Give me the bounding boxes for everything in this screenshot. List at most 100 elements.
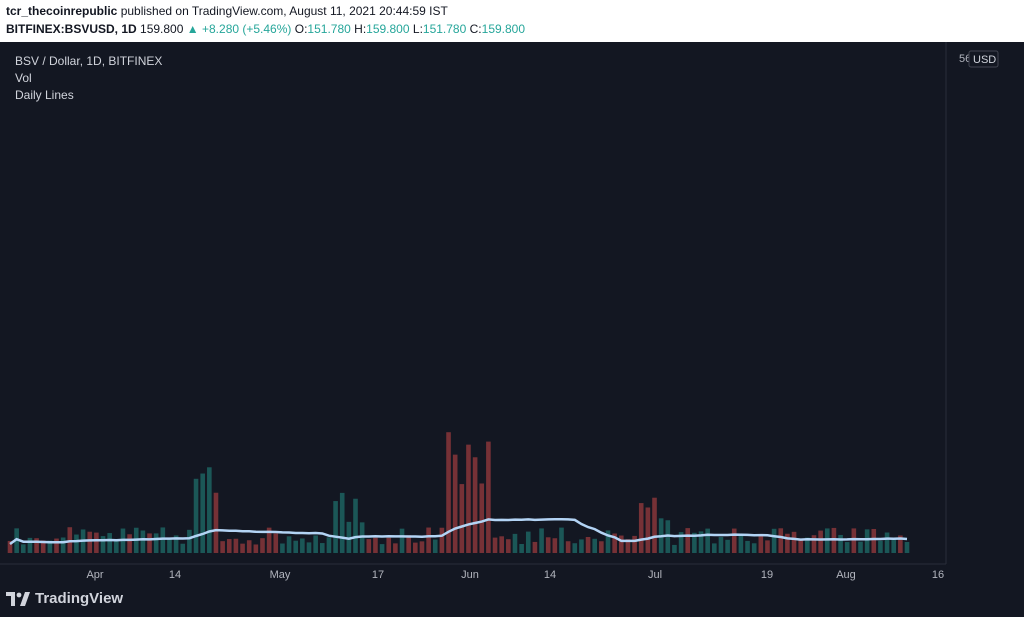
volume-bar <box>612 533 617 553</box>
volume-bar <box>293 540 299 553</box>
volume-bar <box>678 532 684 553</box>
volume-bar <box>705 528 710 553</box>
price-axis-bg <box>946 42 1024 564</box>
tradingview-logo[interactable]: TradingView <box>6 590 123 607</box>
volume-bar <box>94 532 99 553</box>
volume-bar <box>147 533 152 553</box>
volume-bar <box>127 534 132 553</box>
time-tick-label: 17 <box>372 569 384 581</box>
volume-bar <box>200 473 205 553</box>
price-axis[interactable]: 480.000430.000370.000330.000290.000250.0… <box>945 42 1024 564</box>
volume-bar <box>260 538 265 553</box>
published-text: published on TradingView.com, August 11,… <box>120 4 448 18</box>
chart-title: BSV / Dollar, 1D, BITFINEX <box>15 54 163 68</box>
volume-bar <box>738 533 744 553</box>
volume-bar <box>233 538 239 553</box>
volume-bar <box>871 528 877 553</box>
volume-bar <box>692 532 697 553</box>
volume-bar <box>167 538 172 553</box>
volume-bar <box>432 539 438 553</box>
volume-bar <box>771 528 777 553</box>
volume-bar <box>20 544 26 553</box>
volume-bar <box>785 533 790 553</box>
open-label: O: <box>294 22 308 36</box>
volume-bar <box>685 528 691 553</box>
volume-bar <box>306 542 312 553</box>
volume-bar <box>27 537 33 553</box>
low-value: 151.780 <box>422 22 467 36</box>
volume-bar <box>280 543 285 553</box>
volume-bar <box>207 467 212 553</box>
time-tick-label: 14 <box>169 569 181 581</box>
volume-bar <box>632 535 637 553</box>
volume-bar <box>805 537 810 553</box>
volume-bar <box>552 538 558 553</box>
volume-bar <box>545 537 551 553</box>
volume-bar <box>512 533 518 553</box>
volume-bar <box>891 538 897 553</box>
volume-bar <box>778 528 784 553</box>
volume-bar <box>698 531 704 553</box>
volume-bar <box>645 507 651 553</box>
volume-bar <box>652 497 657 553</box>
volume-ma-line <box>9 518 908 546</box>
publish-header: tcr_thecoinrepublic published on Trading… <box>0 0 1024 42</box>
publisher-name[interactable]: tcr_thecoinrepublic <box>6 4 118 18</box>
currency-label: USD <box>973 54 996 66</box>
high-value: 159.800 <box>366 22 410 36</box>
volume-bar <box>585 536 591 553</box>
time-tick-label: 16 <box>932 569 944 581</box>
chart-area[interactable]: 480.000430.000370.000330.000290.000250.0… <box>0 42 1024 587</box>
volume-bar <box>844 542 850 553</box>
last-price: 159.800 <box>140 22 184 36</box>
volume-bar <box>333 501 338 553</box>
volume-bar <box>213 492 219 553</box>
volume-bar <box>479 483 485 553</box>
close-label: C: <box>469 22 482 36</box>
volume-bar <box>319 543 325 553</box>
volume-bar <box>273 533 279 553</box>
volume-bar <box>439 527 445 553</box>
low-label: L: <box>412 22 423 36</box>
volume-bar <box>838 534 843 553</box>
volume-bar <box>419 541 425 553</box>
volume-bar <box>7 540 13 553</box>
volume-bar <box>300 538 305 553</box>
volume-bar <box>572 543 578 553</box>
volume-bar <box>718 536 724 553</box>
volume-bar <box>824 528 830 553</box>
volume-bar <box>672 544 677 553</box>
volume-bar <box>413 542 418 553</box>
price-chart[interactable]: 480.000430.000370.000330.000290.000250.0… <box>0 42 1024 587</box>
currency-badge <box>968 50 999 68</box>
volume-bar <box>472 457 478 553</box>
volume-bar <box>532 541 538 553</box>
volume-bar <box>406 535 411 553</box>
volume-bar <box>898 535 903 553</box>
volume-bar <box>506 539 511 553</box>
volume-bar <box>791 531 797 553</box>
volume-bar <box>34 538 39 553</box>
volume-bar <box>765 540 770 553</box>
volume-bar <box>326 537 332 553</box>
volume-bar <box>339 492 345 553</box>
volume-bar <box>220 541 225 553</box>
publish-info: tcr_thecoinrepublic published on Trading… <box>6 4 448 18</box>
volume-bar <box>386 537 392 553</box>
volume-bar <box>605 530 611 553</box>
volume-bar <box>539 528 544 553</box>
volume-bar <box>592 538 598 553</box>
volume-bar <box>811 535 817 553</box>
volume-bar <box>114 540 119 553</box>
volume-bar <box>54 538 59 553</box>
volume-bar <box>173 535 179 553</box>
volume-bar <box>565 541 571 553</box>
volume-bar <box>100 536 106 553</box>
volume-bar <box>366 539 372 553</box>
change-arrow-icon: ▲ <box>186 22 199 36</box>
volume-bar <box>47 540 53 553</box>
tradingview-brand: TradingView <box>35 590 124 607</box>
close-value: 159.800 <box>481 22 526 36</box>
time-axis[interactable]: Apr 14 May 17 Jun 14 Jul 19 Aug 16 <box>0 563 946 581</box>
volume-bar <box>140 530 146 553</box>
